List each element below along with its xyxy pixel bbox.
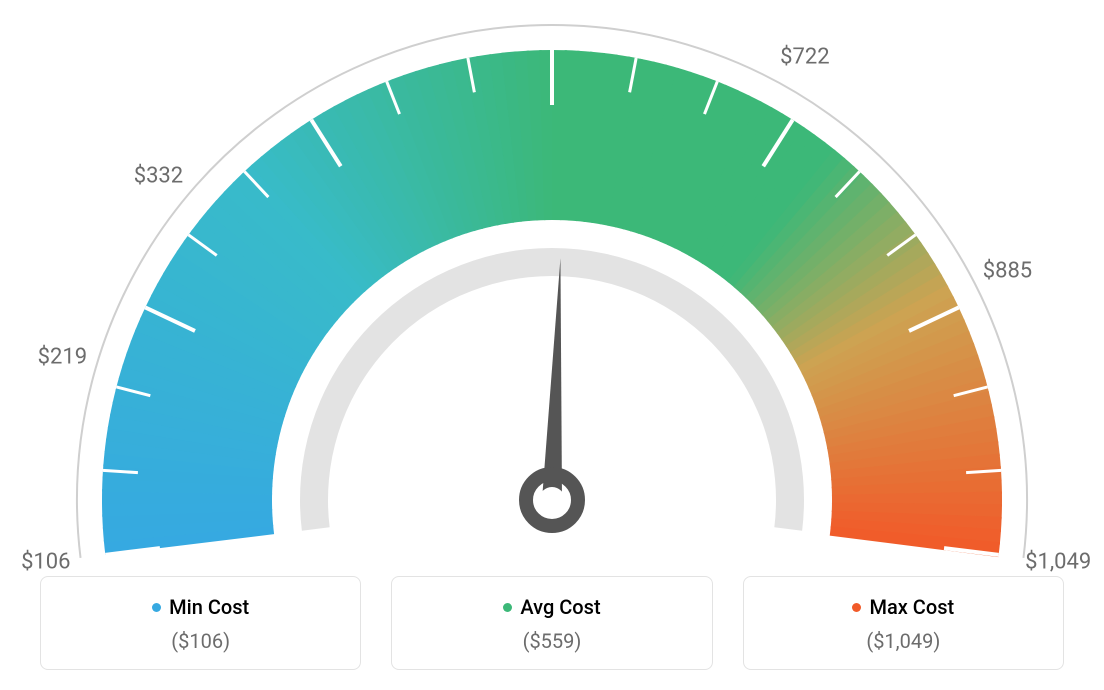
gauge-tick-label: $219 xyxy=(38,345,87,370)
dot-min-icon xyxy=(152,603,161,612)
dot-max-icon xyxy=(852,603,861,612)
gauge-tick-label: $559 xyxy=(493,0,542,4)
gauge-tick-label: $1,049 xyxy=(1025,550,1091,575)
legend-row: Min Cost ($106) Avg Cost ($559) Max Cost… xyxy=(0,576,1104,670)
gauge-tick-label: $332 xyxy=(134,163,183,188)
gauge-tick-label: $885 xyxy=(983,258,1032,283)
legend-max: Max Cost ($1,049) xyxy=(743,576,1064,670)
gauge-tick-label: $106 xyxy=(21,550,70,575)
gauge-svg xyxy=(0,0,1104,560)
legend-min-value: ($106) xyxy=(51,629,350,653)
legend-avg: Avg Cost ($559) xyxy=(391,576,712,670)
legend-avg-label: Avg Cost xyxy=(520,595,600,619)
legend-avg-value: ($559) xyxy=(402,629,701,653)
legend-max-value: ($1,049) xyxy=(754,629,1053,653)
dot-avg-icon xyxy=(503,603,512,612)
gauge-tick-label: $722 xyxy=(780,45,829,70)
legend-min: Min Cost ($106) xyxy=(40,576,361,670)
legend-max-label: Max Cost xyxy=(869,595,954,619)
gauge-chart: $106$219$332$559$722$885$1,049 xyxy=(0,0,1104,560)
legend-min-label: Min Cost xyxy=(169,595,249,619)
